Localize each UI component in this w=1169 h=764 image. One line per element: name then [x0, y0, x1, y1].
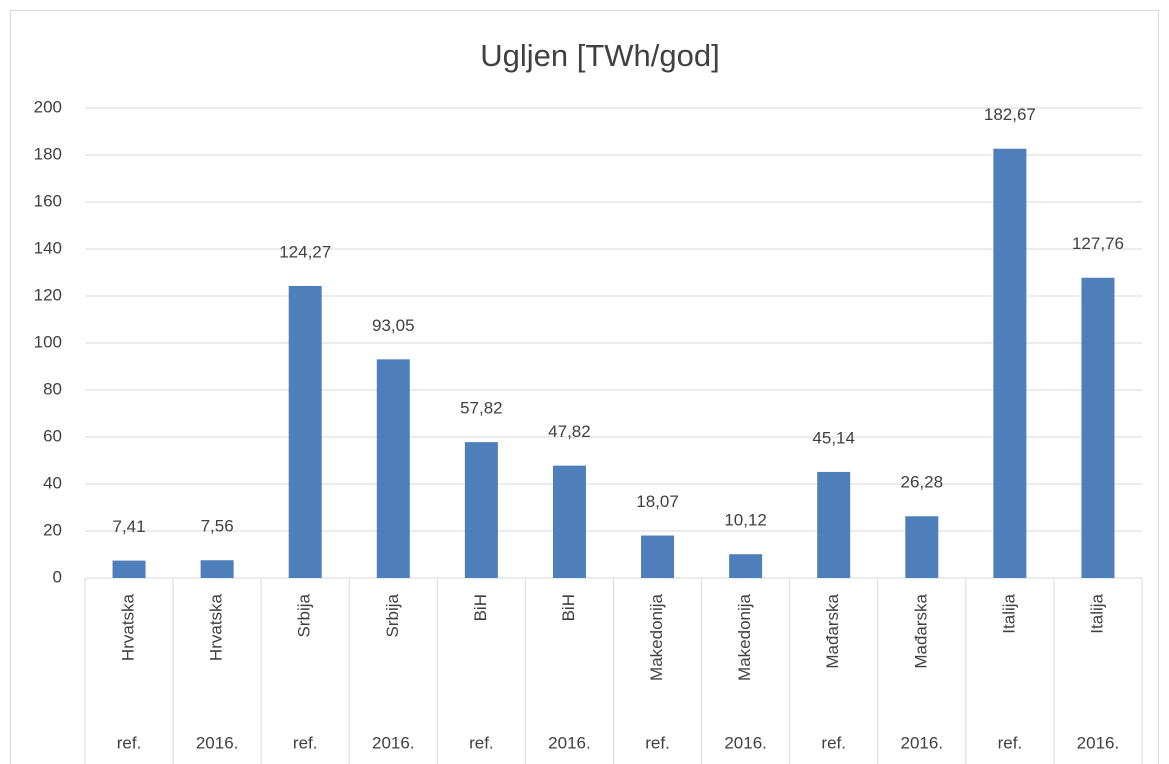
bar	[729, 554, 763, 578]
y-tick-label: 200	[34, 97, 62, 116]
x-tick-label: Italija	[1087, 593, 1106, 633]
x-tick-label: BiH	[471, 594, 490, 621]
x-tick-label: Srbija	[295, 593, 314, 637]
data-label: 10,12	[724, 511, 767, 530]
x-group-label: 2016.	[372, 733, 415, 752]
y-tick-label: 60	[43, 426, 62, 445]
bar	[552, 465, 586, 578]
data-label: 7,56	[201, 517, 234, 536]
bar	[993, 148, 1027, 578]
bar	[1081, 277, 1115, 578]
data-label: 124,27	[279, 242, 331, 261]
y-tick-label: 20	[43, 520, 62, 539]
x-group-label: 2016.	[1077, 733, 1120, 752]
data-label: 18,07	[636, 492, 679, 511]
data-label: 26,28	[901, 473, 944, 492]
x-group-label: ref.	[821, 733, 846, 752]
data-label: 127,76	[1072, 234, 1124, 253]
bar	[288, 285, 322, 578]
bar	[112, 560, 146, 578]
x-group-label: 2016.	[196, 733, 239, 752]
data-label: 45,14	[812, 428, 855, 447]
x-group-label: ref.	[645, 733, 670, 752]
x-group-label: 2016.	[548, 733, 591, 752]
x-tick-label: Hrvatska	[119, 593, 138, 661]
x-tick-label: Makedonija	[735, 593, 754, 680]
data-label: 47,82	[548, 422, 591, 441]
x-tick-label: Mađarska	[911, 593, 930, 668]
bar	[641, 535, 675, 578]
y-tick-label: 180	[34, 144, 62, 163]
x-tick-label: Hrvatska	[207, 593, 226, 661]
x-group-label: 2016.	[724, 733, 767, 752]
y-tick-label: 160	[34, 191, 62, 210]
x-group-label: ref.	[998, 733, 1023, 752]
chart-title: Ugljen [TWh/god]	[480, 38, 720, 73]
data-label: 7,41	[112, 517, 145, 536]
x-group-label: 2016.	[901, 733, 944, 752]
x-group-label: ref.	[293, 733, 318, 752]
x-group-label: ref.	[117, 733, 142, 752]
y-tick-label: 40	[43, 473, 62, 492]
data-label: 57,82	[460, 399, 503, 418]
y-tick-label: 0	[53, 567, 62, 586]
chart-border	[10, 10, 1159, 764]
x-tick-label: Italija	[999, 593, 1018, 633]
bar	[905, 516, 939, 578]
data-label: 182,67	[984, 105, 1036, 124]
y-tick-label: 120	[34, 285, 62, 304]
y-tick-label: 80	[43, 379, 62, 398]
x-tick-label: Srbija	[383, 593, 402, 637]
data-label: 93,05	[372, 316, 415, 335]
bar	[464, 442, 498, 578]
bar	[817, 471, 851, 578]
x-tick-label: BiH	[559, 594, 578, 621]
y-tick-label: 140	[34, 238, 62, 257]
x-tick-label: Mađarska	[823, 593, 842, 668]
x-group-label: ref.	[469, 733, 494, 752]
y-tick-label: 100	[34, 332, 62, 351]
bar	[376, 359, 410, 578]
x-tick-label: Makedonija	[647, 593, 666, 680]
bar	[200, 560, 234, 578]
